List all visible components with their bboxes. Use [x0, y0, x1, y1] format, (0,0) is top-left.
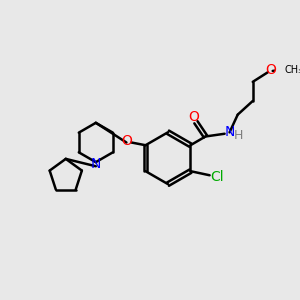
Text: O: O [121, 134, 132, 148]
Text: N: N [91, 157, 101, 170]
Text: O: O [265, 63, 276, 77]
Text: Cl: Cl [210, 169, 224, 184]
Text: N: N [224, 125, 235, 140]
Text: CH₃: CH₃ [284, 64, 300, 75]
Text: O: O [188, 110, 199, 124]
Text: H: H [234, 129, 244, 142]
